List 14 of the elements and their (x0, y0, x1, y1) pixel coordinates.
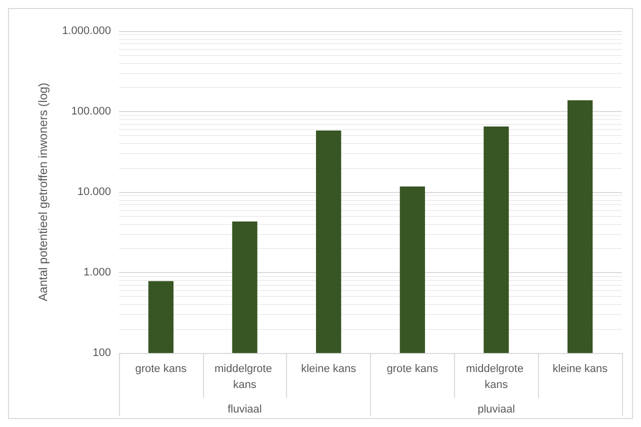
y-tick-label: 1.000.000 (62, 25, 111, 37)
y-tick-label: 1.000 (83, 266, 111, 278)
text: fluviaal (228, 404, 262, 416)
x-tick-label: kleine kans (552, 363, 608, 375)
x-tick-label: grote kans (135, 363, 188, 375)
y-axis-title: Aantal potentieel getroffen inwoners (log) (36, 82, 50, 302)
x-tick-label: kleine kans (301, 363, 357, 375)
y-tick-label: 100.000 (71, 106, 111, 118)
y-tick-label: 100 (92, 347, 111, 359)
x-tick-label: grote kans (386, 363, 439, 375)
x-tick-label: middelgrote kans (214, 363, 276, 391)
x-tick-label: middelgrote kans (466, 363, 527, 391)
y-tick-label: 10.000 (77, 186, 111, 198)
text: pluviaal (478, 404, 515, 416)
